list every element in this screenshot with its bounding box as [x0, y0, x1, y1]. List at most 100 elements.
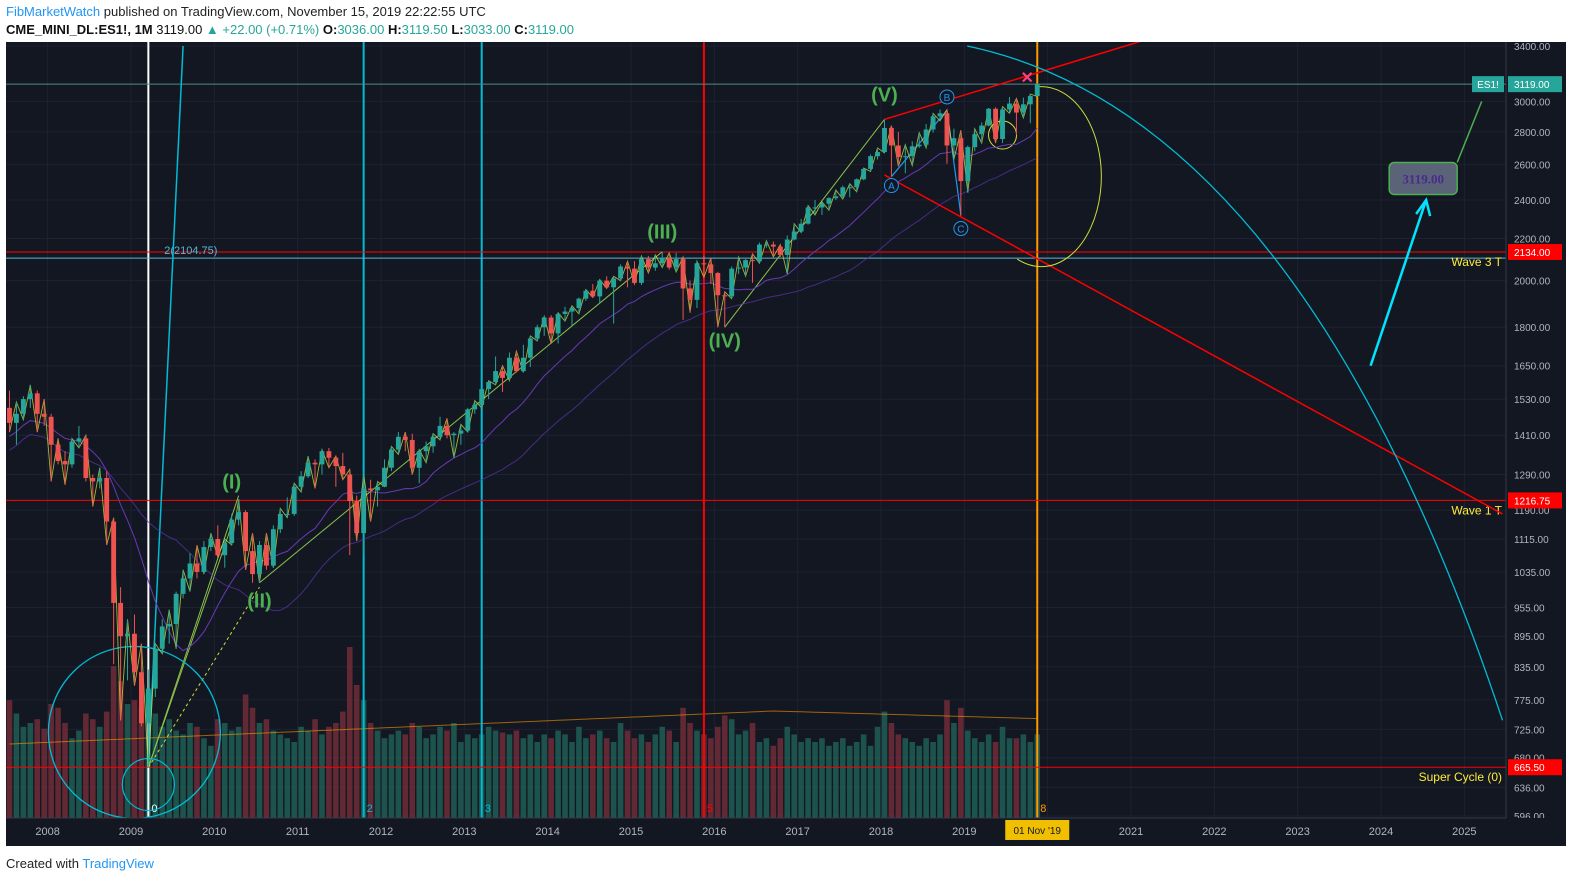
abc-label: A: [888, 182, 895, 193]
symbol-tag-label: ES1!: [1477, 80, 1499, 91]
candle-body: [972, 134, 978, 148]
candle-body: [166, 624, 172, 627]
y-tick-label: 2800.00: [1514, 128, 1551, 139]
cycle-label: 3: [485, 803, 491, 815]
candle-body: [305, 462, 311, 477]
fan-line: [147, 45, 184, 768]
volume-bar: [708, 738, 714, 818]
y-tick-label: 1800.00: [1514, 323, 1551, 334]
volume-bar: [770, 745, 777, 818]
candle-body: [1007, 103, 1012, 110]
candle-body: [770, 244, 776, 247]
candle-body: [916, 144, 922, 147]
candle-body: [118, 602, 124, 637]
candle-body: [791, 231, 797, 240]
price-axis-background: [1506, 42, 1566, 846]
volume-bar: [221, 723, 228, 818]
x-tick-label: 2012: [369, 826, 393, 838]
candle-body: [319, 451, 325, 465]
cycle-label: 2: [367, 803, 373, 815]
volume-bar: [902, 738, 909, 818]
volume-bar: [596, 730, 603, 818]
y-tick-label: 680.00: [1514, 754, 1545, 765]
volume-bar: [444, 730, 450, 818]
candle-body: [625, 266, 630, 269]
fan-line-4: [147, 586, 260, 768]
candle-body: [562, 311, 568, 314]
candle-body: [507, 357, 512, 378]
volume-bar: [13, 713, 20, 818]
abc-label: B: [944, 93, 951, 104]
tradingview-logo[interactable]: TradingView: [82, 856, 154, 871]
volume-bar: [590, 734, 596, 818]
volume-bar: [333, 723, 339, 818]
x-tick-label: 2010: [202, 826, 226, 838]
candle-body: [423, 446, 429, 452]
projection-arrow: [1369, 199, 1428, 367]
volume-bar: [451, 723, 457, 818]
candle-body: [1034, 84, 1040, 97]
volume-bar: [798, 742, 804, 818]
volume-bar: [124, 704, 131, 818]
author-link[interactable]: FibMarketWatch: [6, 4, 101, 19]
footer: Created with TradingView: [6, 856, 154, 871]
candle-body: [472, 404, 478, 410]
volume-bar: [117, 681, 124, 818]
volume-bar: [48, 704, 54, 818]
candle-body: [83, 438, 89, 478]
y-tick-label: 1530.00: [1514, 395, 1551, 406]
publish-header: FibMarketWatch published on TradingView.…: [6, 4, 486, 19]
candle-body: [312, 462, 318, 465]
candle-body: [69, 441, 75, 465]
level-label: Wave 3 T: [1451, 255, 1502, 269]
candle-body: [368, 488, 374, 491]
volume-bar: [895, 734, 902, 818]
symbol-name: CME_MINI_DL:ES1!, 1M: [6, 22, 153, 37]
volume-bar: [180, 734, 186, 818]
x-tick-label: 2008: [35, 826, 59, 838]
candle-body: [819, 203, 825, 208]
x-tick-label: 2023: [1285, 826, 1309, 838]
candle-body: [145, 688, 151, 724]
candle-body: [194, 563, 200, 572]
volume-bar: [833, 742, 839, 818]
candle-body: [451, 433, 457, 436]
y-tick-label: 775.00: [1514, 696, 1545, 707]
wave-label: (IV): [709, 330, 741, 352]
y-tick-label: 2200.00: [1514, 234, 1551, 245]
candle-body: [736, 267, 742, 269]
abc-marker: [939, 89, 955, 105]
candle-body: [722, 295, 728, 297]
volume-bar: [728, 719, 735, 818]
volume-bar: [20, 726, 27, 818]
price-tag-label: 3119.00: [1514, 80, 1550, 91]
wave-label: (II): [247, 591, 271, 613]
candle-body: [500, 371, 505, 378]
candle-body: [743, 260, 749, 268]
price-tag-label: 665.50: [1514, 763, 1545, 774]
price-tag: [1508, 243, 1562, 260]
volume-bar: [298, 726, 304, 818]
candle-body: [125, 633, 130, 637]
candle-body: [729, 268, 735, 297]
volume-bar: [1020, 734, 1027, 818]
candle-body: [666, 258, 672, 268]
date-tag-label: 01 Nov '19: [1014, 826, 1062, 837]
candle-body: [493, 371, 499, 383]
candle-body: [895, 145, 901, 158]
ma-line-1: [9, 127, 1038, 652]
volume-bar: [958, 707, 964, 818]
candle-body: [541, 317, 547, 328]
volume-bar: [235, 726, 242, 818]
x-tick-label: 2011: [286, 826, 310, 838]
candle-body: [104, 477, 110, 522]
candle-body: [840, 187, 846, 197]
volume-bar: [583, 738, 589, 818]
y-tick-label: 3000.00: [1514, 97, 1551, 108]
candle-body: [937, 113, 943, 117]
volume-bar: [763, 738, 770, 818]
volume-bar: [569, 742, 575, 818]
volume-bar: [499, 732, 506, 818]
volume-bar: [83, 713, 89, 818]
